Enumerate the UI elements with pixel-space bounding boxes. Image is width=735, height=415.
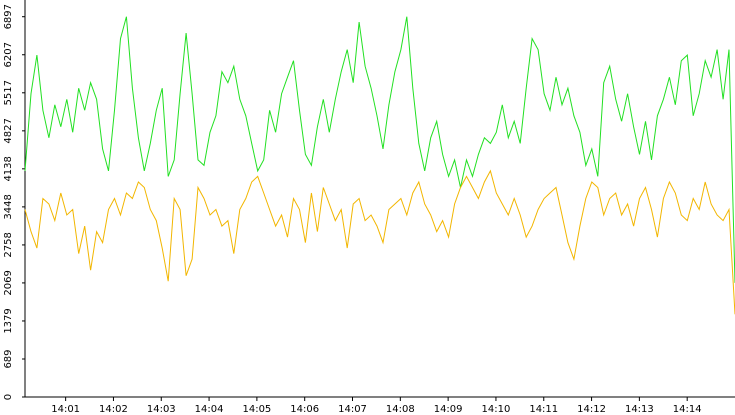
y-tick-label: 0 <box>3 394 14 400</box>
y-tick-label: 689 <box>3 349 14 368</box>
x-tick-label: 14:13 <box>625 404 654 415</box>
y-tick-label: 4138 <box>3 156 14 181</box>
x-tick-label: 14:08 <box>386 404 415 415</box>
y-tick-label: 6207 <box>3 42 14 67</box>
y-tick-label: 6897 <box>3 4 14 29</box>
x-tick-label: 14:01 <box>51 404 80 415</box>
y-tick-label: 3448 <box>3 194 14 219</box>
y-tick-label: 4827 <box>3 118 14 143</box>
x-tick-label: 14:06 <box>290 404 319 415</box>
series-line <box>24 16 735 283</box>
x-tick-label: 14:14 <box>673 404 702 415</box>
x-tick-label: 14:07 <box>338 404 367 415</box>
x-tick-label: 14:04 <box>195 404 224 415</box>
y-tick-label: 2069 <box>3 270 14 295</box>
series-line <box>24 169 735 315</box>
x-tick-label: 14:02 <box>99 404 128 415</box>
x-tick-label: 14:11 <box>529 404 558 415</box>
x-tick-label: 14:03 <box>147 404 176 415</box>
y-tick-label: 2758 <box>3 232 14 257</box>
x-tick-label: 14:09 <box>434 404 463 415</box>
x-tick-label: 14:12 <box>577 404 606 415</box>
x-tick-label: 14:05 <box>242 404 271 415</box>
y-tick-label: 5517 <box>3 80 14 105</box>
x-tick-label: 14:10 <box>482 404 511 415</box>
y-tick-label: 1379 <box>3 308 14 333</box>
